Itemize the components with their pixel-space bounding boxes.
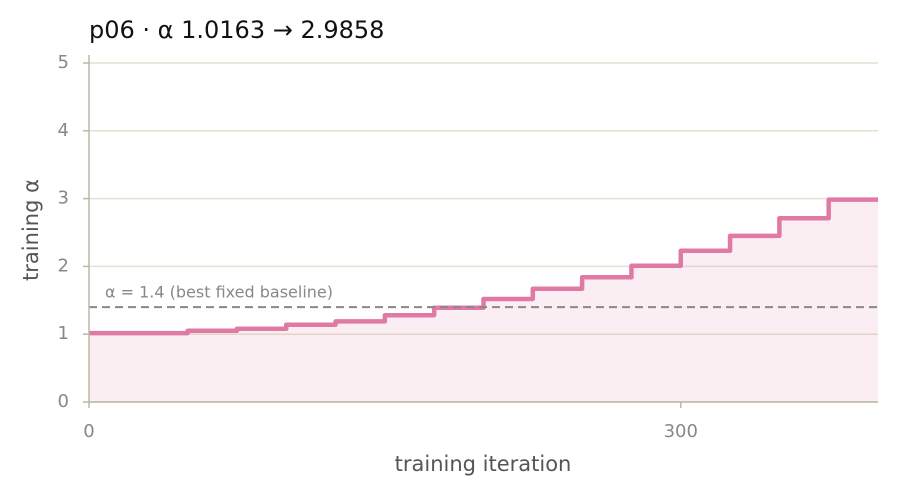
y-tick-label: 4 — [58, 120, 69, 141]
y-tick-label: 5 — [58, 52, 69, 73]
y-tick-label: 1 — [58, 323, 69, 344]
chart-title: p06 · α 1.0163 → 2.9858 — [89, 16, 384, 44]
x-tick-label: 300 — [664, 421, 698, 442]
y-axis-label: training α — [19, 179, 43, 281]
x-tick-label: 0 — [83, 421, 94, 442]
baseline-label: α = 1.4 (best fixed baseline) — [105, 283, 333, 302]
x-axis-label: training iteration — [395, 452, 572, 476]
step-line — [89, 197, 878, 336]
y-tick-label: 0 — [58, 391, 69, 412]
y-tick-label: 3 — [58, 188, 69, 209]
y-tick-label: 2 — [58, 255, 69, 276]
